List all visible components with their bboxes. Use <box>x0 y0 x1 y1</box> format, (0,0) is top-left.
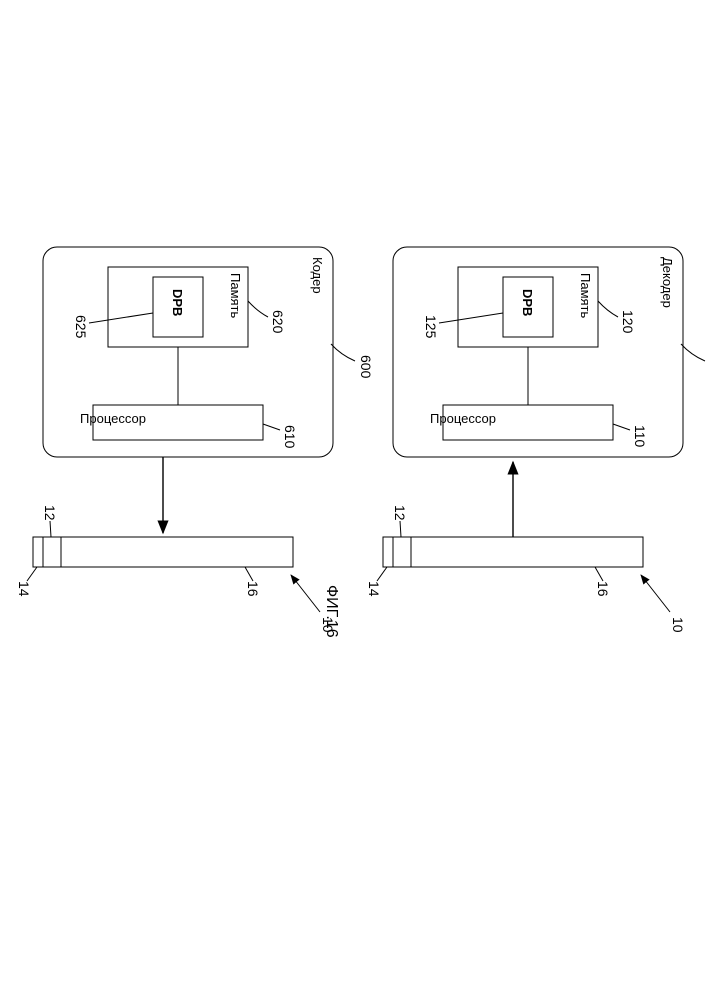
bs-ref-2: 10 <box>320 617 336 633</box>
seg12: 12 <box>392 505 408 521</box>
dpb-label-2: DPB <box>170 289 185 316</box>
seg16: 16 <box>595 581 611 597</box>
diagram-svg: 8/16 Декодер 100 Память 120 DPB 125 <box>0 0 707 1000</box>
dpb-ref-2: 625 <box>73 315 89 339</box>
seg16-2: 16 <box>245 581 261 597</box>
encoder-ref: 600 <box>358 355 374 379</box>
processor-label: Процессор <box>430 411 496 426</box>
processor-ref-2: 610 <box>282 425 298 449</box>
memory-ref-2: 620 <box>270 310 286 334</box>
seg14-2: 14 <box>16 581 32 597</box>
memory-label-2: Память <box>228 273 243 319</box>
processor-label-2: Процессор <box>80 411 146 426</box>
bs-ref: 10 <box>670 617 686 633</box>
decoder-title: Декодер <box>660 257 675 308</box>
seg12-2: 12 <box>42 505 58 521</box>
memory-label: Память <box>578 273 593 319</box>
memory-ref: 120 <box>620 310 636 334</box>
encoder-title: Кодер <box>310 257 325 294</box>
dpb-ref: 125 <box>423 315 439 339</box>
full-clear <box>0 0 707 1000</box>
dpb-label: DPB <box>520 289 535 316</box>
seg14: 14 <box>366 581 382 597</box>
page-root: 8/16 Декодер 100 Память 120 DPB 125 <box>0 0 707 1000</box>
processor-ref: 110 <box>632 425 648 448</box>
